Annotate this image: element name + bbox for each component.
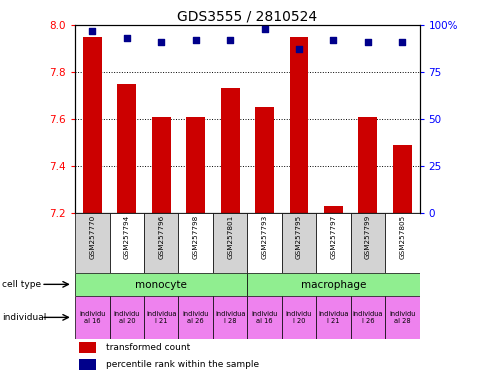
Text: monocyte: monocyte <box>135 280 187 290</box>
Text: GSM257794: GSM257794 <box>123 215 130 259</box>
Bar <box>178 213 212 273</box>
Bar <box>350 296 384 339</box>
Point <box>226 37 233 43</box>
Bar <box>384 213 419 273</box>
Text: GSM257793: GSM257793 <box>261 215 267 259</box>
Bar <box>83 37 102 213</box>
Bar <box>109 296 144 339</box>
Point <box>397 39 405 45</box>
Text: GSM257796: GSM257796 <box>158 215 164 259</box>
Title: GDS3555 / 2810524: GDS3555 / 2810524 <box>177 10 317 24</box>
Bar <box>350 213 384 273</box>
Text: GSM257795: GSM257795 <box>295 215 302 259</box>
Bar <box>212 213 247 273</box>
Bar <box>212 296 247 339</box>
Bar <box>323 206 342 213</box>
Text: individua
l 21: individua l 21 <box>318 311 348 324</box>
Text: GSM257799: GSM257799 <box>364 215 370 259</box>
Bar <box>384 296 419 339</box>
Text: individua
l 28: individua l 28 <box>214 311 245 324</box>
Text: GSM257801: GSM257801 <box>227 215 233 259</box>
Point <box>191 37 199 43</box>
Text: GSM257798: GSM257798 <box>192 215 198 259</box>
Bar <box>78 342 96 353</box>
Bar <box>247 213 281 273</box>
Text: GSM257797: GSM257797 <box>330 215 336 259</box>
Bar <box>151 117 170 213</box>
Text: individu
al 16: individu al 16 <box>79 311 106 324</box>
Bar <box>316 213 350 273</box>
Bar <box>358 117 377 213</box>
Point <box>260 26 268 32</box>
Text: individu
al 26: individu al 26 <box>182 311 209 324</box>
Point <box>329 37 336 43</box>
Bar <box>392 145 411 213</box>
Bar <box>144 296 178 339</box>
Bar <box>281 296 316 339</box>
Point <box>88 28 96 34</box>
Point <box>122 35 130 41</box>
Text: individua
l 26: individua l 26 <box>352 311 382 324</box>
Bar <box>220 88 239 213</box>
Text: GSM257770: GSM257770 <box>89 215 95 259</box>
Text: individual: individual <box>2 313 46 322</box>
Text: GSM257805: GSM257805 <box>398 215 405 259</box>
Bar <box>281 213 316 273</box>
Point <box>363 39 371 45</box>
Point <box>157 39 165 45</box>
Bar <box>316 296 350 339</box>
Point <box>294 46 302 53</box>
Bar <box>109 213 144 273</box>
Bar <box>255 107 273 213</box>
Bar <box>78 359 96 371</box>
Bar <box>186 117 205 213</box>
Text: transformed count: transformed count <box>106 343 190 352</box>
Bar <box>144 213 178 273</box>
Bar <box>247 296 281 339</box>
Text: macrophage: macrophage <box>300 280 365 290</box>
Text: individu
al 20: individu al 20 <box>113 311 140 324</box>
Text: individua
l 21: individua l 21 <box>146 311 176 324</box>
Text: individu
l 20: individu l 20 <box>285 311 312 324</box>
Bar <box>247 273 419 296</box>
Text: cell type: cell type <box>2 280 42 289</box>
Text: percentile rank within the sample: percentile rank within the sample <box>106 361 259 369</box>
Bar <box>289 37 308 213</box>
Bar <box>178 296 212 339</box>
Text: individu
al 16: individu al 16 <box>251 311 277 324</box>
Bar <box>117 84 136 213</box>
Bar <box>75 296 109 339</box>
Bar <box>75 213 109 273</box>
Text: individu
al 28: individu al 28 <box>388 311 415 324</box>
Bar <box>75 273 247 296</box>
